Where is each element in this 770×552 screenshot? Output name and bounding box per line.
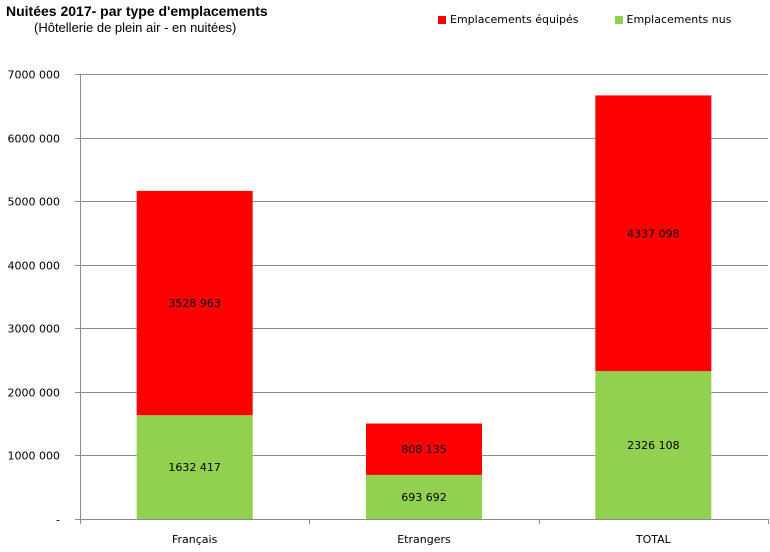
bar: [366, 474, 482, 519]
y-tick-label: 4000 000: [8, 260, 61, 273]
x-tick-label: TOTAL: [635, 533, 672, 546]
y-tick-label: 7000 000: [8, 69, 61, 82]
chart-subtitle: (Hôtellerie de plein air - en nuitées): [34, 20, 237, 35]
y-tick-label: 3000 000: [8, 323, 61, 336]
y-tick-label: -: [56, 514, 60, 527]
legend-swatch-nus: [614, 15, 623, 24]
chart-title: Nuitées 2017- par type d'emplacements: [6, 3, 268, 19]
x-tick-label: Français: [172, 533, 218, 546]
y-tick-label: 1000 000: [8, 450, 61, 463]
data-label: 808 135: [401, 443, 447, 456]
y-tick-label: 6000 000: [8, 133, 61, 146]
data-label: 2326 108: [627, 439, 680, 452]
data-label: 693 692: [401, 491, 447, 504]
bar: [136, 415, 253, 519]
legend-item-nus: Emplacements nus: [614, 13, 732, 26]
axes: - 1000 000 2000 000 3000 000 4000 000 5000 00…: [8, 69, 769, 527]
x-tick-label: Etrangers: [397, 533, 451, 546]
bar: [136, 190, 253, 416]
y-tick-label: 2000 000: [8, 387, 61, 400]
data-label: 1632 417: [168, 461, 221, 474]
bar: [595, 95, 712, 372]
legend: Emplacements équipés Emplacements nus: [438, 13, 767, 26]
labels: 1632 417 3528 963 Français 693 692 808 135 Et…: [168, 227, 679, 546]
bar: [366, 423, 482, 475]
y-tick-label: 5000 000: [8, 196, 61, 209]
legend-swatch-equipes: [438, 15, 446, 24]
legend-label-nus: Emplacements nus: [626, 13, 732, 26]
bars: [136, 95, 712, 519]
legend-item-equipes: Emplacements équipés: [438, 13, 579, 26]
data-label: 4337 098: [627, 227, 680, 240]
legend-label-equipes: Emplacements équipés: [450, 13, 579, 26]
data-label: 3528 963: [168, 297, 221, 310]
bar: [595, 371, 712, 519]
